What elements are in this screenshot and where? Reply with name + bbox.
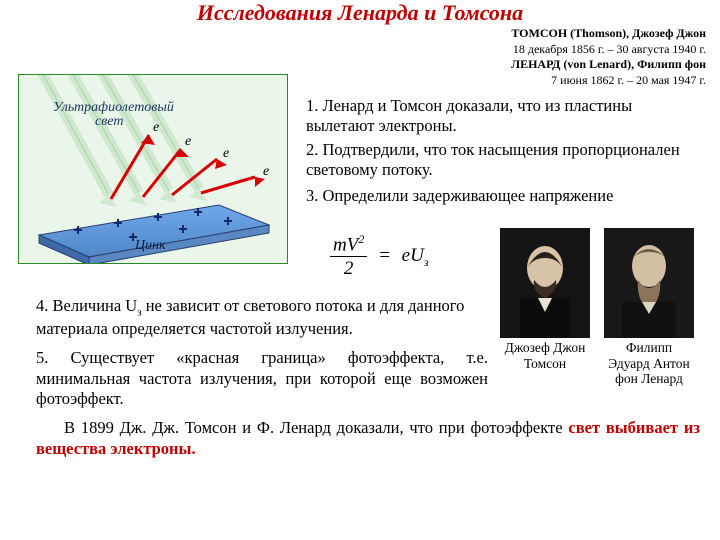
uv-label-2: свет (95, 114, 123, 129)
lenard-caption: Филипп Эдуард Антон фон Ленард (604, 340, 694, 387)
point-3: 3. Определили задерживающее напряжение (306, 186, 704, 206)
material-label: Цинк (134, 238, 166, 253)
lenard-name: ЛЕНАРД (von Lenard), Филипп фон (511, 57, 706, 73)
photoeffect-diagram: Ультрафиолетовый свет Цинк e e e e (18, 74, 288, 264)
conclusion-text: В 1899 Дж. Дж. Томсон и Ф. Ленард доказа… (64, 418, 568, 437)
uv-light-rays (41, 75, 199, 195)
point-2: 2. Подтвердили, что ток насыщения пропор… (306, 140, 704, 180)
conclusion: В 1899 Дж. Дж. Томсон и Ф. Ленард доказа… (36, 418, 700, 459)
point-5: 5. Существует «красная граница» фотоэффе… (36, 348, 488, 410)
lenard-photo (604, 228, 694, 338)
electron-label: e (185, 134, 191, 149)
electron-label: e (153, 120, 159, 135)
thomson-portrait: Джозеф Джон Томсон (500, 228, 590, 371)
point-4-a: 4. Величина U (36, 296, 137, 315)
point-1: 1. Ленард и Томсон доказали, что из плас… (306, 96, 704, 136)
thomson-photo (500, 228, 590, 338)
page-title: Исследования Ленарда и Томсона (0, 0, 720, 26)
point-4: 4. Величина Uз не зависит от светового п… (36, 296, 488, 339)
thomson-dates: 18 декабря 1856 г. – 30 августа 1940 г. (511, 42, 706, 58)
formula-den: 2 (330, 257, 367, 280)
formula-sup: 2 (358, 232, 364, 246)
biography-block: ТОМСОН (Thomson), Джозеф Джон 18 декабря… (511, 26, 706, 88)
stopping-voltage-formula: mV2 2 = eUз (330, 232, 429, 280)
formula-num-var: mV (333, 234, 358, 255)
lenard-portrait: Филипп Эдуард Антон фон Ленард (604, 228, 694, 387)
thomson-name: ТОМСОН (Thomson), Джозеф Джон (511, 26, 706, 42)
electron-label: e (223, 146, 229, 161)
lenard-dates: 7 июня 1862 г. – 20 мая 1947 г. (511, 73, 706, 89)
formula-sub: з (424, 254, 429, 268)
thomson-caption: Джозеф Джон Томсон (500, 340, 590, 371)
uv-label-1: Ультрафиолетовый (53, 100, 174, 115)
formula-rhs: eU (402, 245, 424, 266)
electron-label: e (263, 164, 269, 179)
